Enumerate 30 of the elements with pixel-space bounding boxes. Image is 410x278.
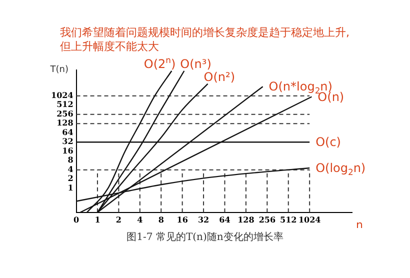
series-label: O(n³) (180, 56, 212, 71)
y-tick-label: 4 (68, 164, 74, 174)
x-axis-title: n (356, 218, 363, 232)
y-tick-label: 256 (56, 108, 74, 118)
x-tick-label: 4 (137, 214, 144, 224)
x-tick-label: 0 (73, 214, 80, 224)
x-tick-label: 16 (176, 214, 188, 224)
y-tick-label: 64 (62, 126, 74, 137)
y-tick-label: 2 (68, 173, 74, 184)
chart-title: 我们希望随着问题规模时间的增长复杂度是趋于稳定地上升,但上升幅度不能太大 (60, 26, 350, 54)
y-tick-label: 512 (56, 99, 74, 110)
y-tick-label: 32 (62, 136, 74, 146)
series-label: O(c) (316, 135, 341, 150)
y-tick-label: 1 (68, 182, 74, 192)
x-tick-label: 1 (94, 214, 100, 224)
x-tick-label: 8 (158, 214, 164, 224)
y-tick-label: 16 (62, 145, 74, 156)
x-tick-label: 32 (198, 214, 210, 224)
x-tick-label: 64 (219, 214, 231, 224)
y-axis-title: T(n) (49, 65, 68, 75)
y-tick-label: 128 (56, 118, 74, 128)
y-tick-label: 8 (68, 154, 74, 165)
x-tick-label: 256 (258, 214, 276, 224)
x-tick-label: 512 (280, 214, 297, 224)
series-label: O(n²) (204, 70, 236, 84)
y-tick-label: 1024 (51, 90, 74, 100)
caption: 图1-7 常见的T(n)随n变化的增长率 (126, 230, 284, 244)
x-tick-label: 2 (116, 214, 122, 224)
x-tick-label: 1024 (298, 214, 322, 224)
x-tick-label: 128 (238, 214, 255, 224)
